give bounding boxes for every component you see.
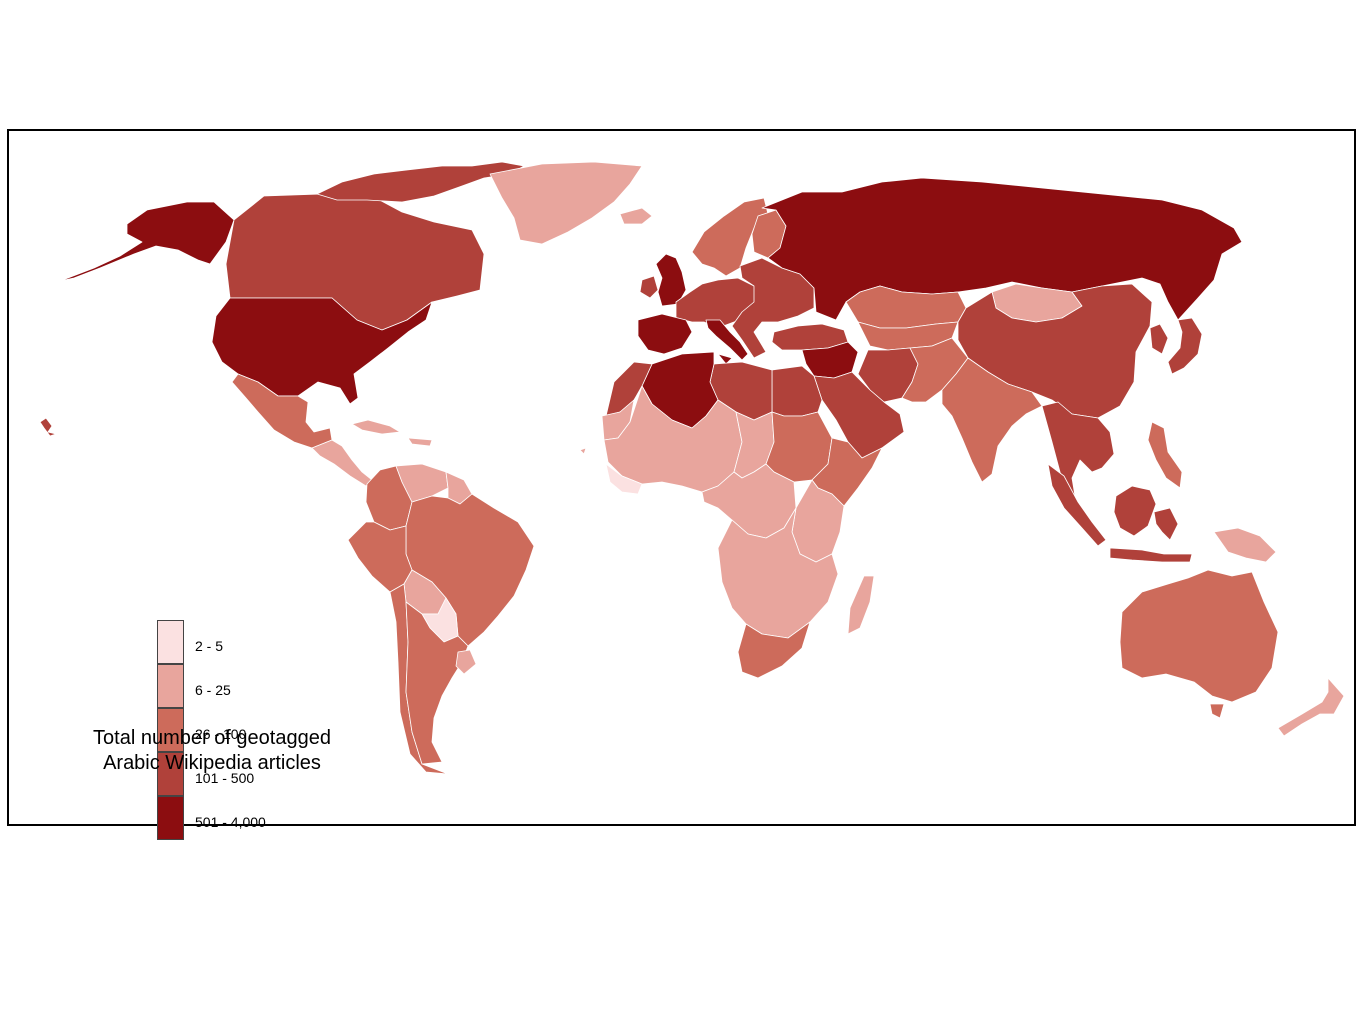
region-central-africa — [701, 463, 797, 539]
region-peru — [347, 521, 413, 593]
region-hawaii — [39, 417, 57, 437]
region-philippines — [1147, 421, 1183, 489]
legend-item-101-500: 101 - 500 — [157, 752, 357, 796]
map-frame: 2 - 5 6 - 25 26 - 100 101 - 500 501 - 4,… — [7, 129, 1356, 840]
legend-item-6-25: 6 - 25 — [157, 664, 357, 708]
region-mexico — [231, 373, 333, 449]
legend-swatch — [157, 664, 184, 708]
legend-label: 6 - 25 — [195, 682, 231, 698]
region-south-africa — [737, 621, 811, 679]
region-arabian-peninsula — [813, 371, 905, 459]
legend-item-501-4000: 501 - 4,000 — [157, 796, 357, 840]
legend-label: 2 - 5 — [195, 638, 224, 654]
legend-swatch — [157, 752, 184, 796]
region-uruguay — [455, 649, 477, 675]
legend-label: 101 - 500 — [195, 770, 255, 786]
region-italy — [705, 319, 749, 365]
region-indonesia — [1047, 463, 1193, 563]
legend-title: Total number of geotagged Arabic Wikiped… — [62, 726, 362, 776]
region-new-zealand — [1277, 677, 1345, 737]
region-central-america — [311, 439, 373, 487]
region-horn-of-africa — [811, 437, 883, 507]
world-map — [39, 161, 1345, 775]
region-iceland — [619, 207, 653, 225]
legend-swatch — [157, 796, 184, 840]
legend-label: 501 - 4,000 — [195, 814, 266, 830]
region-alaska — [59, 201, 235, 282]
region-australia — [1119, 569, 1279, 719]
legend-label: 26 - 100 — [195, 726, 247, 742]
region-madagascar — [847, 575, 875, 635]
region-india — [941, 357, 1043, 483]
legend-item-2-5: 2 - 5 — [157, 620, 357, 664]
region-greenland — [489, 161, 643, 245]
legend-title-line-2: Arabic Wikipedia articles — [103, 752, 321, 774]
legend-swatch — [157, 708, 184, 752]
region-new-guinea — [1213, 527, 1277, 563]
region-united-states — [211, 297, 433, 405]
legend-swatch — [157, 620, 184, 664]
region-argentina — [405, 601, 469, 765]
region-united-kingdom — [655, 253, 687, 307]
region-venezuela — [395, 463, 449, 503]
region-iberia — [637, 313, 693, 355]
region-japan — [1167, 317, 1203, 375]
legend-title-line-1: Total number of geotagged — [93, 727, 331, 749]
region-ireland — [639, 275, 659, 299]
region-afghanistan-pakistan — [901, 337, 969, 403]
legend-item-26-100: 26 - 100 — [157, 708, 357, 752]
region-canada-arctic-islands — [316, 161, 525, 203]
region-borneo — [1113, 485, 1157, 537]
region-korea — [1149, 323, 1169, 355]
region-caribbean — [351, 419, 587, 455]
